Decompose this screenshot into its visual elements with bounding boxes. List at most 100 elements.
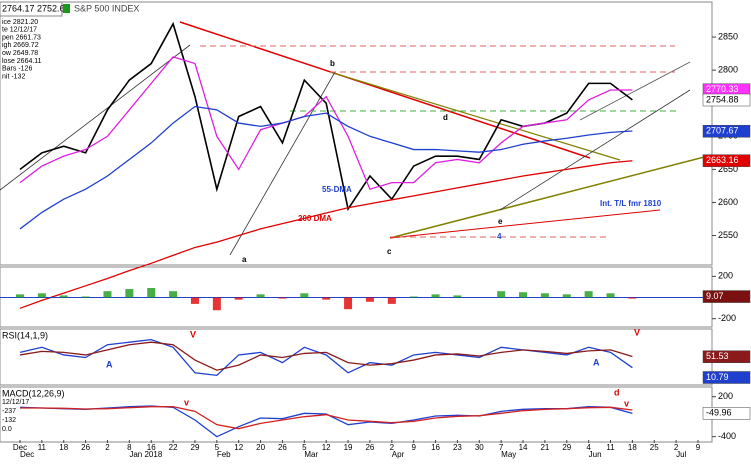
value-tag: [702, 371, 751, 384]
x-tick-label: 26: [81, 443, 90, 452]
bar: [300, 293, 309, 298]
x-tick-label: 2: [105, 443, 110, 452]
bar: [584, 291, 593, 298]
x-tick-label: 26: [365, 443, 374, 452]
index-name: S&P 500 INDEX: [74, 3, 139, 13]
x-tick-label: 30: [475, 443, 484, 452]
y-tick-label: 2550: [718, 230, 738, 240]
y-tick-label: 200: [718, 271, 733, 281]
bar: [497, 291, 506, 298]
bar: [37, 293, 46, 298]
value-tag: [702, 290, 751, 303]
annotation: d: [614, 387, 620, 397]
bar: [344, 297, 353, 310]
bar: [431, 294, 440, 298]
series-line: [19, 56, 633, 191]
series-line: [19, 405, 633, 438]
info-text: -237: [2, 408, 16, 415]
month-label: Dec: [20, 450, 34, 459]
x-tick-label: 9: [696, 443, 701, 452]
value-tag: [702, 154, 751, 167]
annotation: 200 DMA: [298, 214, 332, 223]
bar: [59, 295, 68, 298]
bar: [190, 297, 199, 304]
x-tick-label: 26: [278, 443, 287, 452]
x-tick-label: 2: [390, 443, 395, 452]
month-label: May: [501, 450, 516, 459]
info-text: 0.0: [2, 426, 12, 433]
bar: [212, 297, 221, 311]
value-tag: [702, 350, 751, 363]
value-tag: [702, 407, 751, 420]
trendline: [329, 71, 621, 161]
x-tick-label: 12: [234, 443, 243, 452]
series-line: [19, 160, 633, 309]
y-tick-label: -400: [718, 431, 736, 441]
x-tick-label: 23: [453, 443, 462, 452]
x-tick-label: 5: [215, 443, 220, 452]
bar: [322, 297, 331, 300]
x-tick-label: 29: [191, 443, 200, 452]
value-tag-label: 2663.16: [706, 155, 739, 165]
bar: [562, 294, 571, 298]
x-tick-label: 5: [302, 443, 307, 452]
trendlines: [0, 21, 713, 256]
trendline: [179, 21, 591, 159]
x-tick-label: 8: [127, 443, 132, 452]
annotation: Int. T/L fmr 1810: [600, 199, 662, 208]
x-tick-label: Dec: [13, 443, 27, 452]
x-tick-label: 18: [628, 443, 637, 452]
x-tick-label: 12: [322, 443, 331, 452]
x-tick-label: 16: [147, 443, 156, 452]
annotation: b: [330, 59, 335, 68]
annotation: v: [184, 397, 189, 407]
value-tag-label: -49.96: [706, 408, 732, 418]
annotation: a: [242, 255, 247, 264]
bar: [256, 294, 265, 298]
y-tick-label: 2650: [718, 164, 738, 174]
info-text: nit -132: [2, 73, 25, 80]
bar: [147, 288, 156, 298]
info-text: ice 2821.20: [2, 19, 38, 26]
x-tick-label: 18: [59, 443, 68, 452]
header-icon: [63, 4, 70, 13]
annotation: c: [387, 247, 392, 256]
y-tick-label: 2850: [718, 31, 738, 41]
macd-title: MACD(12,26,9): [2, 388, 65, 398]
info-text: ow 2649.78: [2, 50, 38, 57]
bar: [234, 297, 243, 300]
rsi-title: RSI(14,1,9): [2, 330, 48, 340]
header-box: [0, 1, 63, 17]
y-tick-label: 2600: [718, 197, 738, 207]
x-tick-label: 2: [674, 443, 679, 452]
value-tag: [702, 124, 751, 138]
annotation: 55-DMA: [322, 185, 352, 194]
annotation: A: [593, 357, 600, 367]
x-tick-label: 22: [169, 443, 178, 452]
month-label: Feb: [217, 450, 231, 459]
x-tick-label: 16: [431, 443, 440, 452]
bar: [81, 296, 90, 298]
bar: [169, 291, 178, 298]
x-tick-label: 11: [38, 443, 47, 452]
info-text: Bars -126: [2, 66, 32, 73]
series-line: [19, 341, 633, 371]
annotation: V: [634, 327, 640, 337]
bar: [125, 289, 134, 298]
trendline: [229, 71, 336, 256]
bar: [103, 291, 112, 298]
series-line: [19, 105, 633, 230]
value-tag: [702, 93, 751, 107]
y-tick-label: 200: [718, 391, 733, 401]
bar: [540, 293, 549, 298]
x-tick-label: 20: [256, 443, 265, 452]
annotation: A: [106, 359, 113, 369]
value-tag-label: 9.07: [706, 291, 724, 301]
annotation: V: [190, 329, 196, 339]
y-tick-label: -200: [718, 313, 736, 323]
x-tick-label: 4: [586, 443, 591, 452]
annotation: v: [624, 398, 629, 408]
x-tick-label: 9: [411, 443, 416, 452]
value-tag-label: 10.79: [706, 372, 729, 382]
